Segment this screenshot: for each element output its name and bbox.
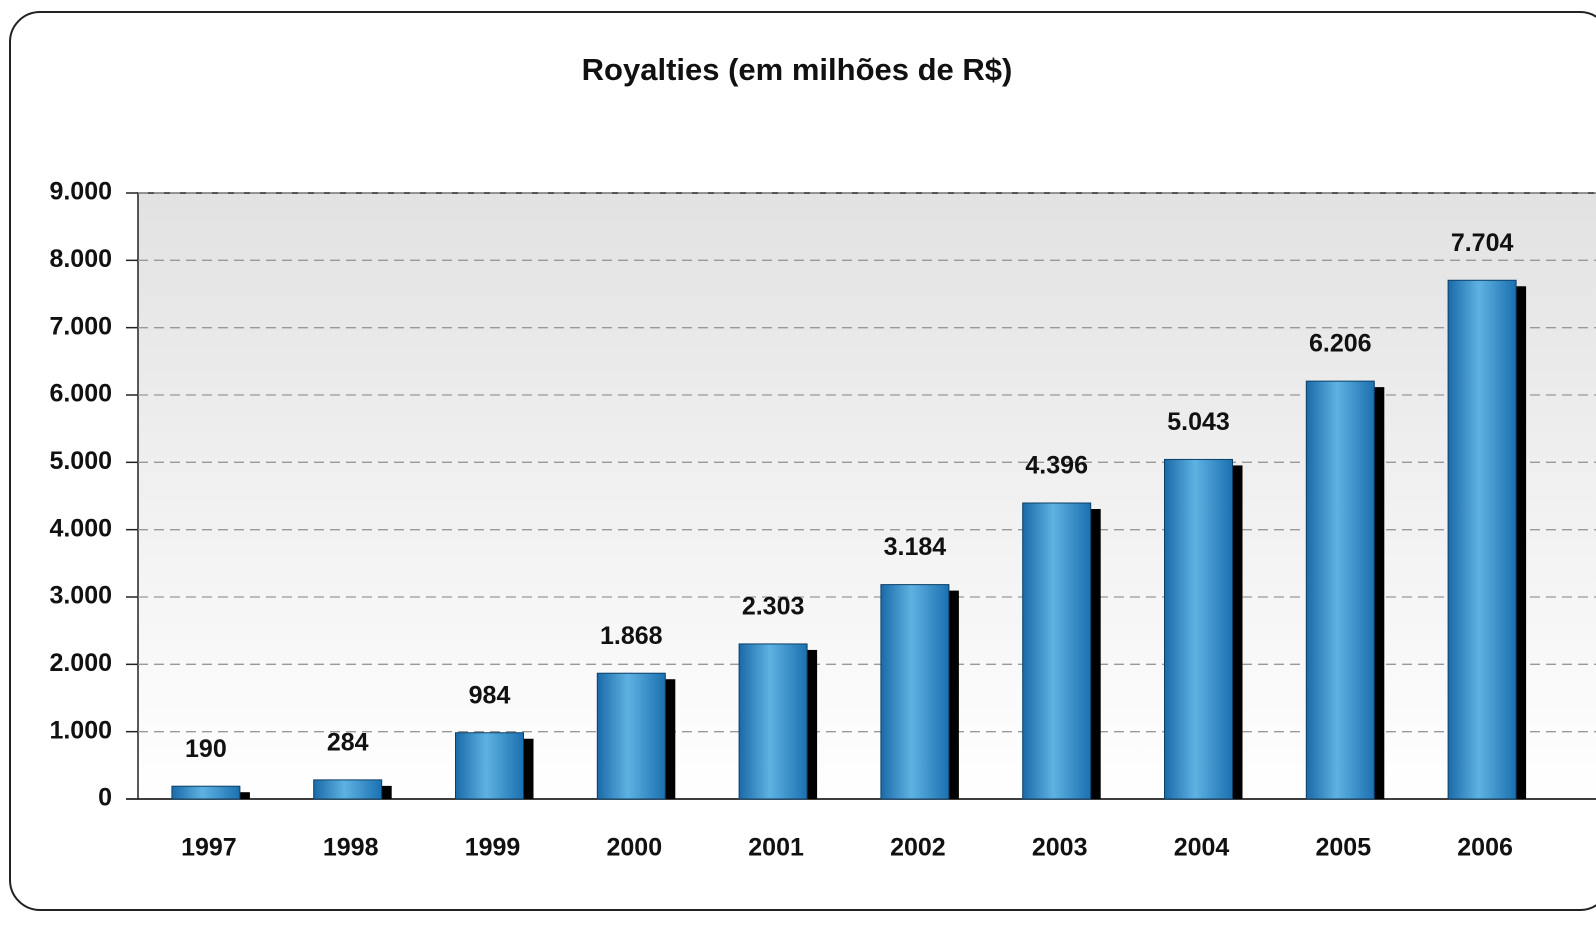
y-tick-label: 1.000	[49, 716, 112, 744]
x-tick-label: 2006	[1457, 834, 1513, 862]
bar	[313, 779, 383, 800]
x-tick-label: 2004	[1174, 834, 1230, 862]
y-tick-label: 4.000	[49, 514, 112, 542]
x-tick-label: 2001	[748, 834, 804, 862]
y-tick-label: 5.000	[49, 447, 112, 475]
value-label: 984	[469, 681, 511, 709]
y-tick-label: 8.000	[49, 245, 112, 273]
y-tick-label: 7.000	[49, 312, 112, 340]
bar	[880, 584, 950, 800]
chart-title: Royalties (em milhões de R$)	[582, 52, 1013, 87]
bar	[738, 643, 808, 800]
x-tick-label: 1997	[181, 834, 237, 862]
bar	[1022, 502, 1092, 800]
y-tick-label: 2.000	[49, 649, 112, 677]
value-label: 5.043	[1167, 408, 1230, 436]
value-label: 284	[327, 728, 369, 756]
x-tick-label: 2002	[890, 834, 946, 862]
value-label: 4.396	[1025, 452, 1088, 480]
x-tick-label: 2003	[1032, 834, 1088, 862]
value-label: 6.206	[1309, 330, 1372, 358]
bar	[455, 732, 524, 800]
y-tick-label: 0	[98, 784, 112, 812]
bar	[1447, 279, 1517, 800]
value-label: 3.184	[884, 533, 947, 561]
x-tick-label: 2005	[1315, 834, 1371, 862]
bar	[1164, 458, 1233, 800]
y-tick-label: 3.000	[49, 582, 112, 610]
bar	[596, 672, 666, 800]
x-tick-label: 1999	[465, 834, 521, 862]
y-tick-label: 6.000	[49, 380, 112, 408]
x-tick-label: 1998	[323, 834, 379, 862]
bar	[171, 785, 241, 800]
value-label: 1.868	[600, 622, 663, 650]
y-tick-label: 9.000	[49, 178, 112, 206]
value-label: 7.704	[1451, 229, 1514, 257]
value-label: 2.303	[742, 593, 805, 621]
x-tick-label: 2000	[606, 834, 662, 862]
bar	[1305, 380, 1375, 800]
value-label: 190	[185, 735, 227, 763]
